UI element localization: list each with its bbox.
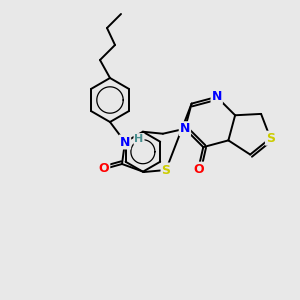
Text: S: S (161, 164, 170, 176)
Text: N: N (180, 122, 190, 135)
Text: N: N (120, 136, 130, 148)
Text: H: H (134, 134, 144, 144)
Text: O: O (193, 163, 204, 176)
Text: O: O (99, 163, 109, 176)
Text: N: N (212, 90, 222, 104)
Text: S: S (266, 132, 275, 145)
